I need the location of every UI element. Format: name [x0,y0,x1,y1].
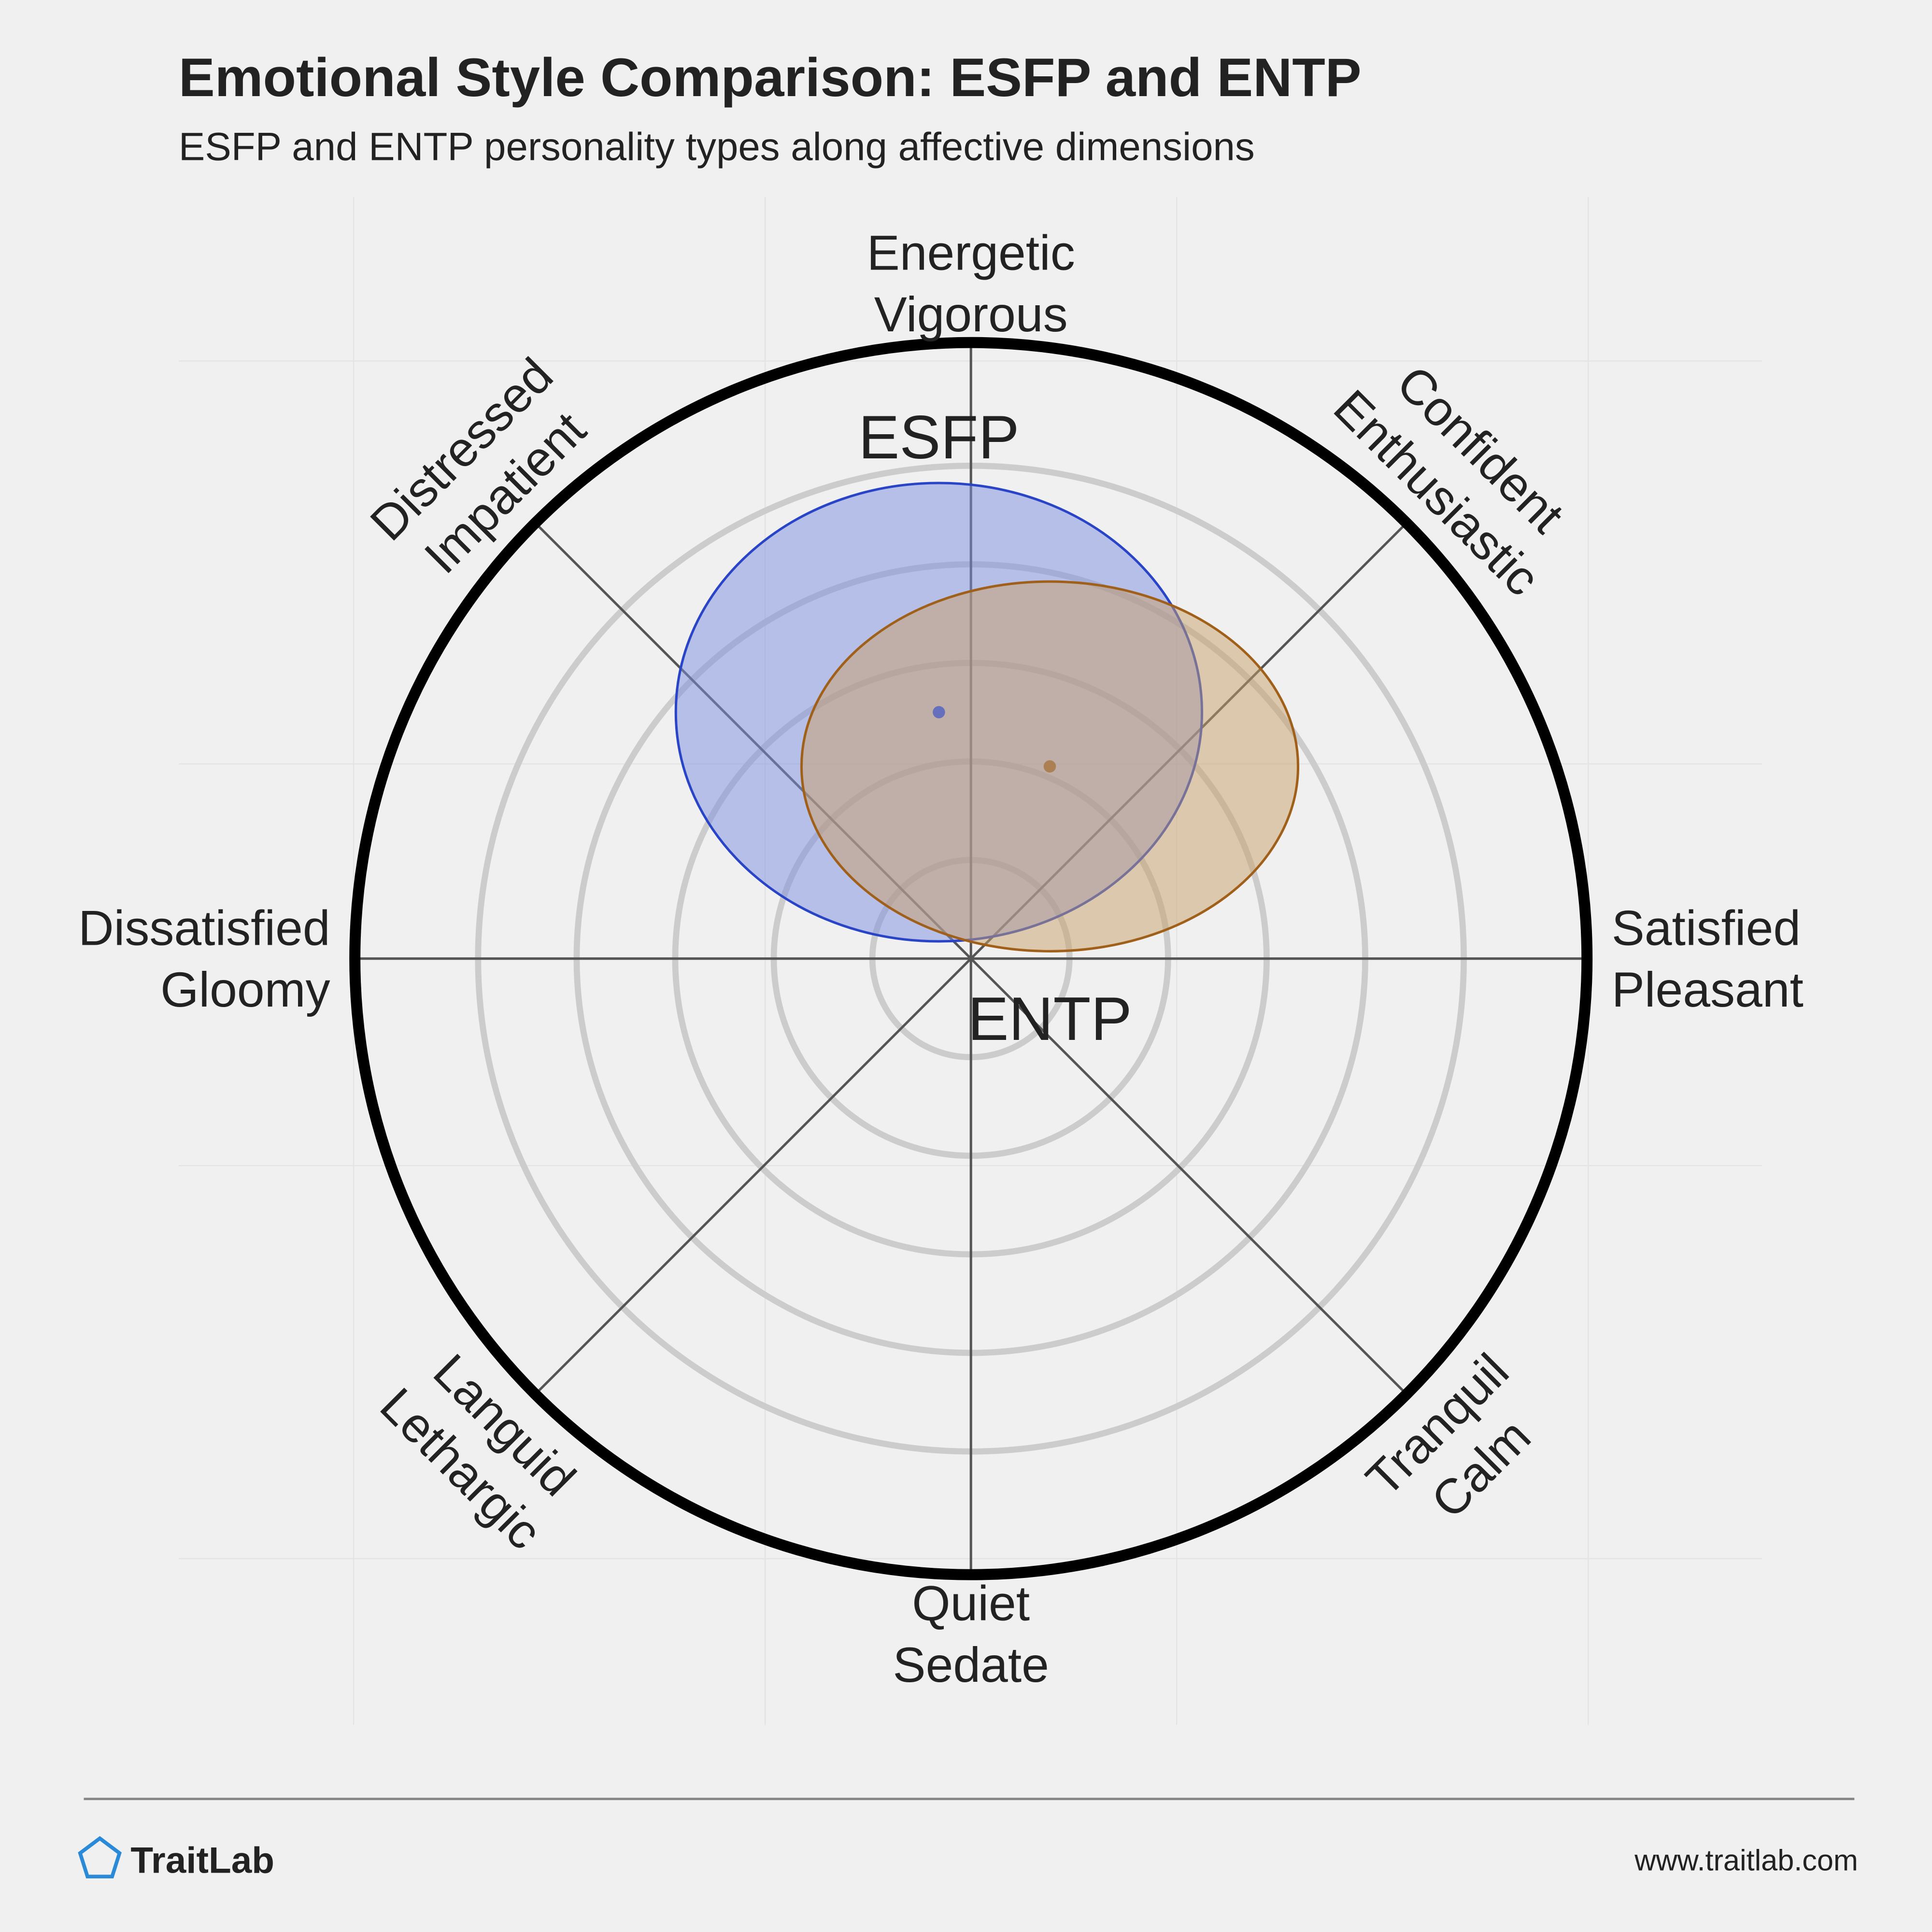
axis-label-line: Gloomy [160,962,330,1017]
plot: EnergeticVigorousConfidentEnthusiasticSa… [78,226,1804,1692]
axis-label-line: Satisfied [1612,901,1801,956]
brand: TraitLab [130,1840,274,1881]
axis-label-line: Quiet [912,1576,1030,1631]
axis-label-line: Sedate [893,1637,1049,1692]
type-label: ENTP [967,985,1132,1053]
url: www.traitlab.com [1634,1844,1858,1876]
axis-label: Quiet Sedate [893,1576,1049,1693]
axis-label: Energetic Vigorous [867,226,1075,342]
axis-label-line: Vigorous [874,287,1068,342]
axis-label-line: Energetic [867,226,1075,281]
axis-label-line: Dissatisfied [78,901,330,956]
axis-label: Dissatisfied Gloomy [78,901,330,1018]
type-center [933,706,945,719]
type-label: ESFP [858,403,1019,472]
type-center [1043,760,1056,773]
axis-label: Satisfied Pleasant [1612,901,1804,1018]
axis-label-line: Pleasant [1612,962,1804,1017]
chart-subtitle: ESFP and ENTP personality types along af… [179,125,1255,169]
chart-title: Emotional Style Comparison: ESFP and ENT… [179,47,1362,108]
logo-icon [78,1836,122,1879]
outer-ring [349,337,1593,1580]
